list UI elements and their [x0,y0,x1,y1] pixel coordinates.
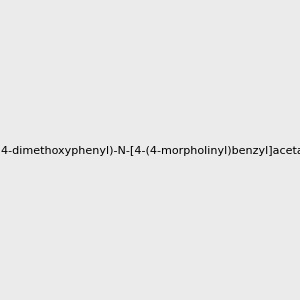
Text: 2-(3,4-dimethoxyphenyl)-N-[4-(4-morpholinyl)benzyl]acetamide: 2-(3,4-dimethoxyphenyl)-N-[4-(4-morpholi… [0,146,300,157]
